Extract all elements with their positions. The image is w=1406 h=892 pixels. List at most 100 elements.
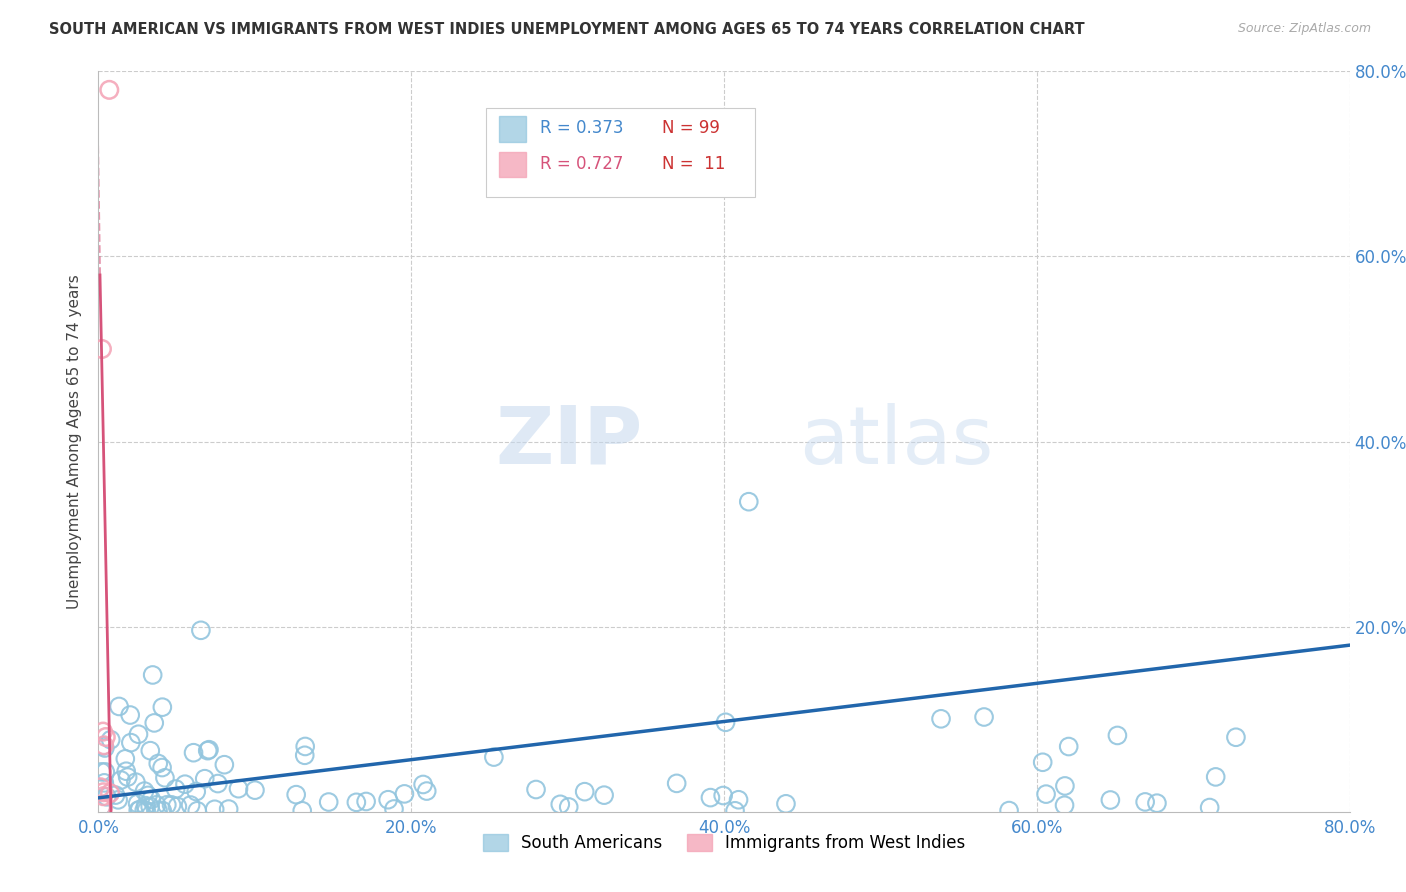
Point [91,724,114,739]
Point [134,784,156,798]
Point [1035,787,1057,801]
Point [204,802,226,816]
Point [150,700,173,714]
Point [973,710,995,724]
Point [1032,756,1054,770]
Point [775,797,797,811]
Point [218,802,240,816]
Text: SOUTH AMERICAN VS IMMIGRANTS FROM WEST INDIES UNEMPLOYMENT AMONG AGES 65 TO 74 Y: SOUTH AMERICAN VS IMMIGRANTS FROM WEST I… [49,22,1085,37]
FancyBboxPatch shape [499,116,526,142]
Point [524,782,547,797]
Point [198,742,221,756]
Point [929,712,952,726]
Point [156,797,179,812]
Point [150,760,173,774]
Point [482,750,505,764]
Point [207,776,229,790]
Point [136,789,159,803]
Point [90,800,112,814]
Point [727,793,749,807]
Point [1057,739,1080,754]
Text: R = 0.727: R = 0.727 [540,155,623,173]
Point [91,739,114,753]
Point [416,784,439,798]
Point [134,803,156,817]
Point [135,804,157,818]
Point [593,788,616,802]
Point [94,764,117,779]
Text: ZIP: ZIP [495,402,643,481]
Point [90,799,112,814]
Point [228,781,250,796]
Point [738,494,761,508]
Point [1053,779,1076,793]
Point [243,783,266,797]
Point [96,789,118,804]
Point [665,776,688,790]
Point [180,798,202,813]
Point [135,798,157,813]
Point [1053,798,1076,813]
Point [699,790,721,805]
Point [1225,731,1247,745]
Point [127,803,149,817]
Point [174,777,197,791]
Point [127,797,149,811]
Point [183,746,205,760]
Point [165,782,187,797]
Point [574,785,596,799]
Point [120,708,142,723]
Point [377,793,399,807]
Point [291,804,314,818]
Point [128,803,150,817]
Point [998,804,1021,818]
Point [412,777,434,791]
Point [91,801,114,815]
Text: Source: ZipAtlas.com: Source: ZipAtlas.com [1237,22,1371,36]
Legend: South Americans, Immigrants from West Indies: South Americans, Immigrants from West In… [475,828,973,859]
Point [98,786,121,800]
Point [285,788,308,802]
Point [558,800,581,814]
Point [98,83,121,97]
Point [90,780,112,795]
Point [110,773,132,788]
Point [160,797,183,812]
Point [145,797,167,812]
Point [186,784,208,798]
Point [548,797,571,812]
Point [724,804,747,818]
Point [125,775,148,789]
Point [148,756,170,771]
Point [128,727,150,741]
Point [120,736,142,750]
Point [93,776,115,790]
Text: R = 0.373: R = 0.373 [540,120,624,137]
Point [214,757,236,772]
Point [108,699,131,714]
Point [91,785,114,799]
Point [107,793,129,807]
Point [104,788,127,802]
Point [318,795,340,809]
Point [142,668,165,682]
Point [150,804,173,818]
Point [117,770,139,784]
Point [100,732,122,747]
Point [114,752,136,766]
Point [166,799,188,814]
Point [91,342,114,356]
Point [94,730,117,744]
Text: N = 99: N = 99 [661,120,720,137]
Y-axis label: Unemployment Among Ages 65 to 74 years: Unemployment Among Ages 65 to 74 years [67,274,83,609]
Point [344,795,367,809]
Point [294,748,316,763]
Point [115,764,138,779]
Point [91,789,114,804]
Point [294,739,316,754]
Text: atlas: atlas [799,402,994,481]
Point [711,789,734,803]
Point [354,795,377,809]
Point [94,741,117,756]
Point [93,739,115,753]
